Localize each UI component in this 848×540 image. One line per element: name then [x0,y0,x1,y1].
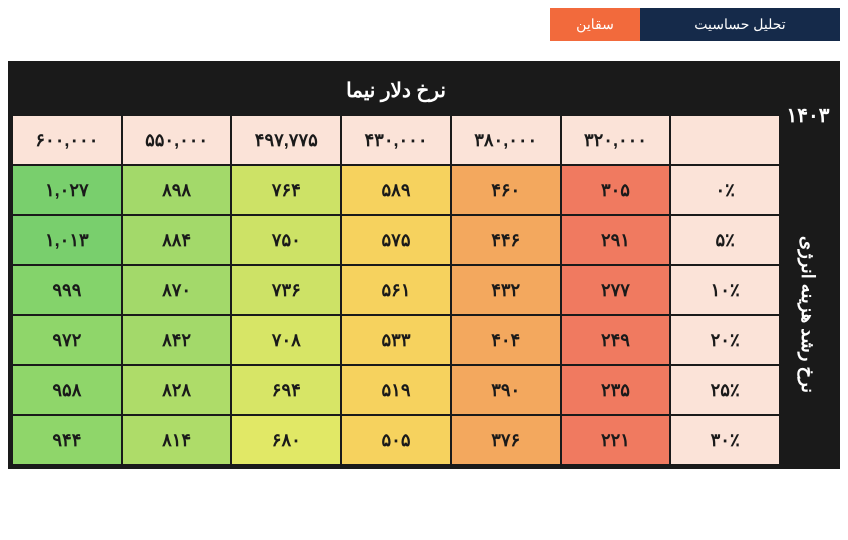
heat-cell: ۸۲۸ [122,365,232,415]
col-head-blank [670,115,780,165]
col-head: ۴۹۷,۷۷۵ [231,115,341,165]
heat-cell: ۸۱۴ [122,415,232,465]
col-head: ۳۸۰,۰۰۰ [451,115,561,165]
heat-cell: ۸۴۲ [122,315,232,365]
tab-ticker[interactable]: سقاین [550,8,640,41]
heat-cell: ۵۰۵ [341,415,451,465]
heat-cell: ۹۵۸ [12,365,122,415]
row-head: ۲۵٪ [670,365,780,415]
heat-cell: ۷۳۶ [231,265,341,315]
heat-cell: ۲۲۱ [561,415,671,465]
heat-cell: ۹۷۲ [12,315,122,365]
col-head: ۵۵۰,۰۰۰ [122,115,232,165]
heat-cell: ۸۹۸ [122,165,232,215]
heat-cell: ۳۰۵ [561,165,671,215]
heat-cell: ۷۰۸ [231,315,341,365]
heat-cell: ۸۸۴ [122,215,232,265]
heat-cell: ۴۶۰ [451,165,561,215]
heat-cell: ۷۶۴ [231,165,341,215]
col-head: ۶۰۰,۰۰۰ [12,115,122,165]
col-head: ۳۲۰,۰۰۰ [561,115,671,165]
heat-cell: ۲۹۱ [561,215,671,265]
heat-cell: ۴۰۴ [451,315,561,365]
heat-cell: ۱,۰۱۳ [12,215,122,265]
heat-cell: ۳۷۶ [451,415,561,465]
top-axis-label: نرخ دلار نیما [12,65,780,115]
heat-cell: ۹۹۹ [12,265,122,315]
heat-cell: ۲۷۷ [561,265,671,315]
heat-cell: ۱,۰۲۷ [12,165,122,215]
sensitivity-table: ۱۴۰۳ نرخ دلار نیما ۳۲۰,۰۰۰ ۳۸۰,۰۰۰ ۴۳۰,۰… [8,61,840,469]
heat-cell: ۵۱۹ [341,365,451,415]
heat-cell: ۴۳۲ [451,265,561,315]
heat-cell: ۶۸۰ [231,415,341,465]
row-head: ۰٪ [670,165,780,215]
tab-bar: تحلیل حساسیت سقاین [8,8,840,41]
side-axis-label: نرخ رشد هزینه انرژی [780,165,836,465]
heat-cell: ۷۵۰ [231,215,341,265]
row-head: ۲۰٪ [670,315,780,365]
heat-cell: ۵۶۱ [341,265,451,315]
col-head: ۴۳۰,۰۰۰ [341,115,451,165]
row-head: ۱۰٪ [670,265,780,315]
row-head: ۵٪ [670,215,780,265]
heat-cell: ۲۴۹ [561,315,671,365]
heat-cell: ۵۷۵ [341,215,451,265]
row-head: ۳۰٪ [670,415,780,465]
heat-cell: ۶۹۴ [231,365,341,415]
heat-cell: ۳۹۰ [451,365,561,415]
tab-analysis[interactable]: تحلیل حساسیت [640,8,840,41]
heat-cell: ۲۳۵ [561,365,671,415]
heat-cell: ۹۴۴ [12,415,122,465]
heat-cell: ۵۳۳ [341,315,451,365]
corner-year-label: ۱۴۰۳ [780,65,836,165]
heat-cell: ۸۷۰ [122,265,232,315]
heat-cell: ۵۸۹ [341,165,451,215]
heat-cell: ۴۴۶ [451,215,561,265]
